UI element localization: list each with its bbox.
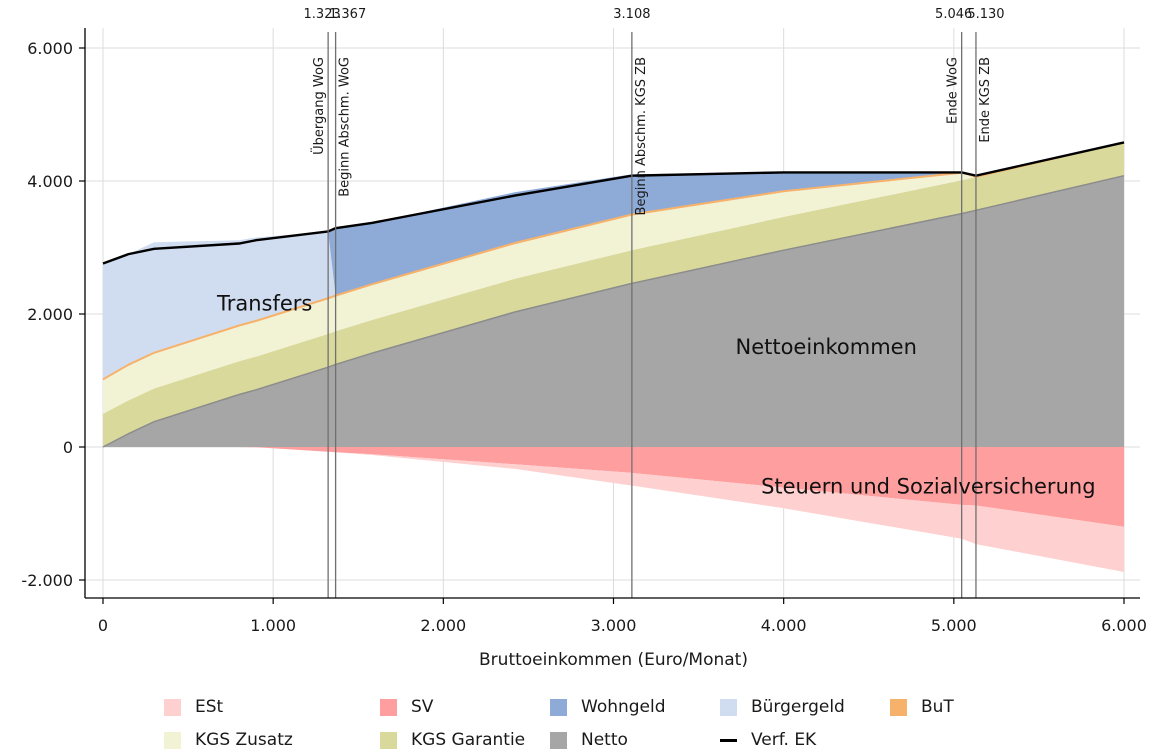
annotation-label: Transfers [216, 292, 312, 316]
x-tick-label: 4.000 [761, 616, 807, 635]
marker-label: Ende WoG [946, 57, 961, 124]
axes: 0 1.000 2.000 3.000 4.000 5.000 6.000 -2.000 0 2.… [21, 28, 1147, 635]
legend-label: Wohngeld [581, 697, 666, 717]
legend-swatch [380, 698, 397, 716]
legend-swatch [890, 698, 907, 716]
x-tick-label: 2.000 [420, 616, 466, 635]
legend: ESt SV Wohngeld Bürgergeld BuT KGS Zusatz KGS … [164, 696, 1024, 752]
area-est [103, 447, 1124, 572]
x-tick-label: 6.000 [1101, 616, 1147, 635]
marker-label: Übergang WoG [310, 57, 327, 155]
annotation-label: Steuern und Sozialversicherung [761, 475, 1095, 499]
verf-ek-line [102, 141, 1125, 265]
marker-value-label: 3.108 [613, 7, 650, 22]
legend-item: Bürgergeld [720, 696, 845, 718]
netto-edge [102, 174, 1125, 448]
vertical-markers: 1.323 Übergang WoG 1.367 Beginn Abschm. WoG… [304, 7, 1005, 598]
legend-item: ESt [164, 696, 223, 718]
x-axis-title: Bruttoeinkommen (Euro/Monat) [479, 650, 748, 670]
y-tick-label: 0 [63, 438, 73, 457]
x-tick-label: 0 [98, 616, 108, 635]
legend-item: Verf. EK [720, 729, 816, 751]
legend-label: KGS Garantie [411, 730, 526, 750]
legend-label: Verf. EK [751, 730, 817, 750]
y-tick-label: 4.000 [27, 172, 73, 191]
legend-item: KGS Garantie [380, 729, 525, 751]
marker-value-label: 5.130 [967, 7, 1004, 22]
legend-swatch [550, 731, 567, 749]
area-b-rgergeld [103, 142, 1124, 380]
legend-item: Wohngeld [550, 696, 666, 718]
legend-label: KGS Zusatz [195, 730, 293, 750]
area-sv [103, 447, 1124, 527]
legend-swatch [380, 731, 397, 749]
legend-item: Netto [550, 729, 628, 751]
legend-label: BuT [921, 697, 954, 717]
marker-label: Beginn Abschm. KGS ZB [634, 57, 649, 215]
legend-swatch [164, 698, 181, 716]
x-tick-label: 3.000 [591, 616, 637, 635]
marker-value-label: 5.046 [935, 7, 972, 22]
chart: 1.323 Übergang WoG 1.367 Beginn Abschm. WoG… [21, 7, 1147, 670]
lines [102, 141, 1125, 448]
marker-value-label: 1.323 [304, 7, 341, 22]
annotation-label: Nettoeinkommen [735, 335, 916, 359]
areas [103, 142, 1124, 572]
legend-item: SV [380, 696, 433, 718]
legend-label: ESt [195, 697, 224, 717]
marker-label: Ende KGS ZB [978, 57, 993, 143]
legend-swatch [550, 698, 567, 716]
y-tick-label: 6.000 [27, 39, 73, 58]
legend-swatch [164, 731, 181, 749]
legend-item: BuT [890, 696, 954, 718]
area-wohngeld [103, 142, 1124, 296]
x-tick-label: 1.000 [250, 616, 296, 635]
annotations: Transfers Nettoeinkommen Steuern und Sozia… [216, 292, 1096, 499]
marker-label: Beginn Abschm. WoG [338, 57, 353, 197]
area-kgs-garantie [103, 142, 1124, 447]
area-netto [103, 175, 1124, 447]
but-edge [102, 141, 1125, 380]
marker-value-label: 1.367 [329, 7, 366, 22]
legend-item: KGS Zusatz [164, 729, 293, 751]
x-tick-label: 5.000 [931, 616, 977, 635]
legend-line-swatch [720, 738, 737, 742]
y-tick-label: -2.000 [21, 571, 73, 590]
legend-swatch [720, 698, 737, 716]
legend-label: Netto [581, 730, 628, 750]
y-tick-label: 2.000 [27, 305, 73, 324]
legend-label: SV [411, 697, 434, 717]
legend-label: Bürgergeld [751, 697, 845, 717]
